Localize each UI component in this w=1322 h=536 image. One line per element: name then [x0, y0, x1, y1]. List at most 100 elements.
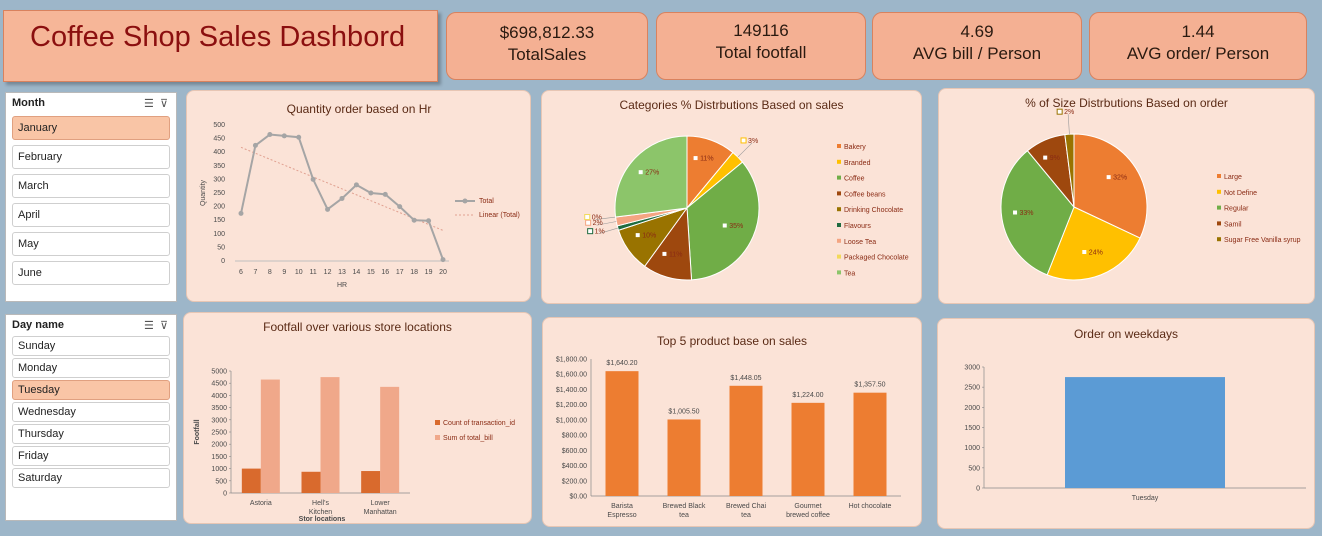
leader-line [598, 227, 618, 234]
legend-marker [837, 175, 841, 180]
data-label-marker [1105, 174, 1112, 181]
data-label: $1,357.50 [854, 382, 885, 389]
y-tick-label: $400.00 [562, 463, 587, 470]
weekday-chart-panel: Order on weekdays 0 500 1000 1500 2000 2500 300… [937, 318, 1315, 529]
bar [667, 419, 701, 496]
leader-line [596, 221, 617, 226]
y-tick-label: 450 [213, 136, 225, 143]
sizes-chart-panel: % of Size Distrbutions Based on order 32%… [938, 88, 1315, 304]
kpi-value: 149116 [733, 21, 789, 40]
legend-label: Linear (Total) [479, 212, 520, 219]
categories-chart-panel: Categories % Distrbutions Based on sales… [541, 90, 922, 304]
y-tick-label: 2000 [964, 405, 980, 412]
data-label: 11% [669, 251, 683, 258]
data-label: 0% [592, 215, 602, 222]
x-tick-label: Barista Espresso [607, 503, 636, 519]
day-item[interactable]: Tuesday [12, 380, 170, 400]
y-tick-label: 2500 [211, 430, 227, 437]
legend-label: Sum of total_bill [443, 435, 493, 442]
month-item[interactable]: May [12, 232, 170, 256]
day-item[interactable]: Saturday [12, 468, 170, 488]
day-item[interactable]: Friday [12, 446, 170, 466]
clear-filter-icon[interactable]: ⊽ [159, 98, 168, 110]
y-tick-label: 0 [976, 486, 980, 493]
y-tick-label: 300 [213, 176, 225, 183]
data-label-marker [740, 137, 747, 144]
locations-chart-panel: Footfall over various store locations 0 50… [183, 312, 532, 524]
top5-chart-panel: Top 5 product base on sales $0.00 $200.00 $… [542, 317, 922, 527]
day-item[interactable]: Wednesday [12, 402, 170, 422]
data-label-marker [721, 222, 728, 229]
multi-select-icon[interactable]: ☰ [143, 98, 154, 110]
legend-marker [435, 420, 440, 425]
bar [1065, 377, 1225, 488]
y-tick-label: $1,200.00 [556, 402, 587, 409]
legend-marker [837, 191, 841, 196]
legend-marker [1217, 237, 1221, 242]
data-point [252, 142, 258, 148]
y-tick-label: $600.00 [562, 448, 587, 455]
x-tick-label: 8 [268, 269, 272, 276]
legend-label: Flavours [844, 223, 871, 230]
x-tick-label: 7 [253, 269, 257, 276]
month-item[interactable]: January [12, 116, 170, 140]
data-label: 32% [1113, 175, 1127, 182]
day-item[interactable]: Sunday [12, 336, 170, 356]
x-tick-label: Tuesday [1132, 495, 1159, 502]
y-tick-label: $1,600.00 [556, 372, 587, 379]
month-item[interactable]: April [12, 203, 170, 227]
bar [320, 377, 340, 493]
y-tick-label: 3000 [964, 365, 980, 372]
leader-line [737, 142, 753, 158]
data-label-marker [637, 169, 644, 176]
y-tick-label: 50 [217, 244, 225, 251]
kpi-label: Total footfall [715, 43, 807, 62]
month-item[interactable]: February [12, 145, 170, 169]
y-tick-label: 400 [213, 149, 225, 156]
data-label: 2% [1064, 109, 1074, 116]
dashboard-title: Coffee Shop Sales Dashbord [30, 21, 406, 53]
y-tick-label: 0 [223, 491, 227, 498]
x-tick-label: 13 [338, 269, 346, 276]
month-item[interactable]: June [12, 261, 170, 285]
data-label: 24% [1089, 250, 1103, 257]
data-label-marker [1081, 249, 1088, 256]
data-point [339, 195, 345, 201]
bar [361, 471, 381, 493]
y-tick-label: $200.00 [562, 478, 587, 485]
data-label-marker [584, 214, 591, 221]
multi-select-icon[interactable]: ☰ [143, 320, 154, 332]
bar [729, 385, 763, 496]
day-item[interactable]: Monday [12, 358, 170, 378]
kpi-value: $698,812.33 [499, 23, 595, 42]
x-tick-label: 14 [353, 269, 361, 276]
day-item[interactable]: Thursday [12, 424, 170, 444]
clear-filter-icon[interactable]: ⊽ [159, 320, 168, 332]
weekday-bar-chart: Order on weekdays 0 500 1000 1500 2000 2500 300… [964, 327, 1306, 502]
y-tick-label: 2000 [211, 442, 227, 449]
x-tick-label: 6 [239, 269, 243, 276]
pie-slice [1000, 150, 1075, 276]
kpi-label: TotalSales [507, 45, 587, 64]
month-item[interactable]: March [12, 174, 170, 198]
trendline [240, 146, 444, 231]
legend-label: Coffee [844, 176, 865, 183]
legend-marker [1217, 189, 1221, 194]
y-tick-label: 150 [213, 217, 225, 224]
pie-slice [614, 135, 688, 218]
legend-marker [1217, 205, 1221, 210]
day-slicer-title: Day name [12, 319, 64, 331]
legend-label: Sugar Free Vanilla syrup [1224, 237, 1301, 244]
data-point [426, 218, 432, 224]
data-point [281, 133, 287, 139]
data-label: 27% [645, 170, 659, 177]
legend-marker [837, 270, 841, 275]
legend-marker [837, 207, 841, 212]
y-tick-label: 1000 [211, 466, 227, 473]
data-label: 11% [700, 156, 714, 163]
legend-label: Drinking Chocolate [844, 207, 903, 214]
y-tick-label: 4000 [211, 393, 227, 400]
x-tick-label: Hot chocolate [849, 503, 892, 510]
categories-pie-chart: Categories % Distrbutions Based on sales… [584, 98, 909, 281]
y-tick-label: 0 [221, 258, 225, 265]
